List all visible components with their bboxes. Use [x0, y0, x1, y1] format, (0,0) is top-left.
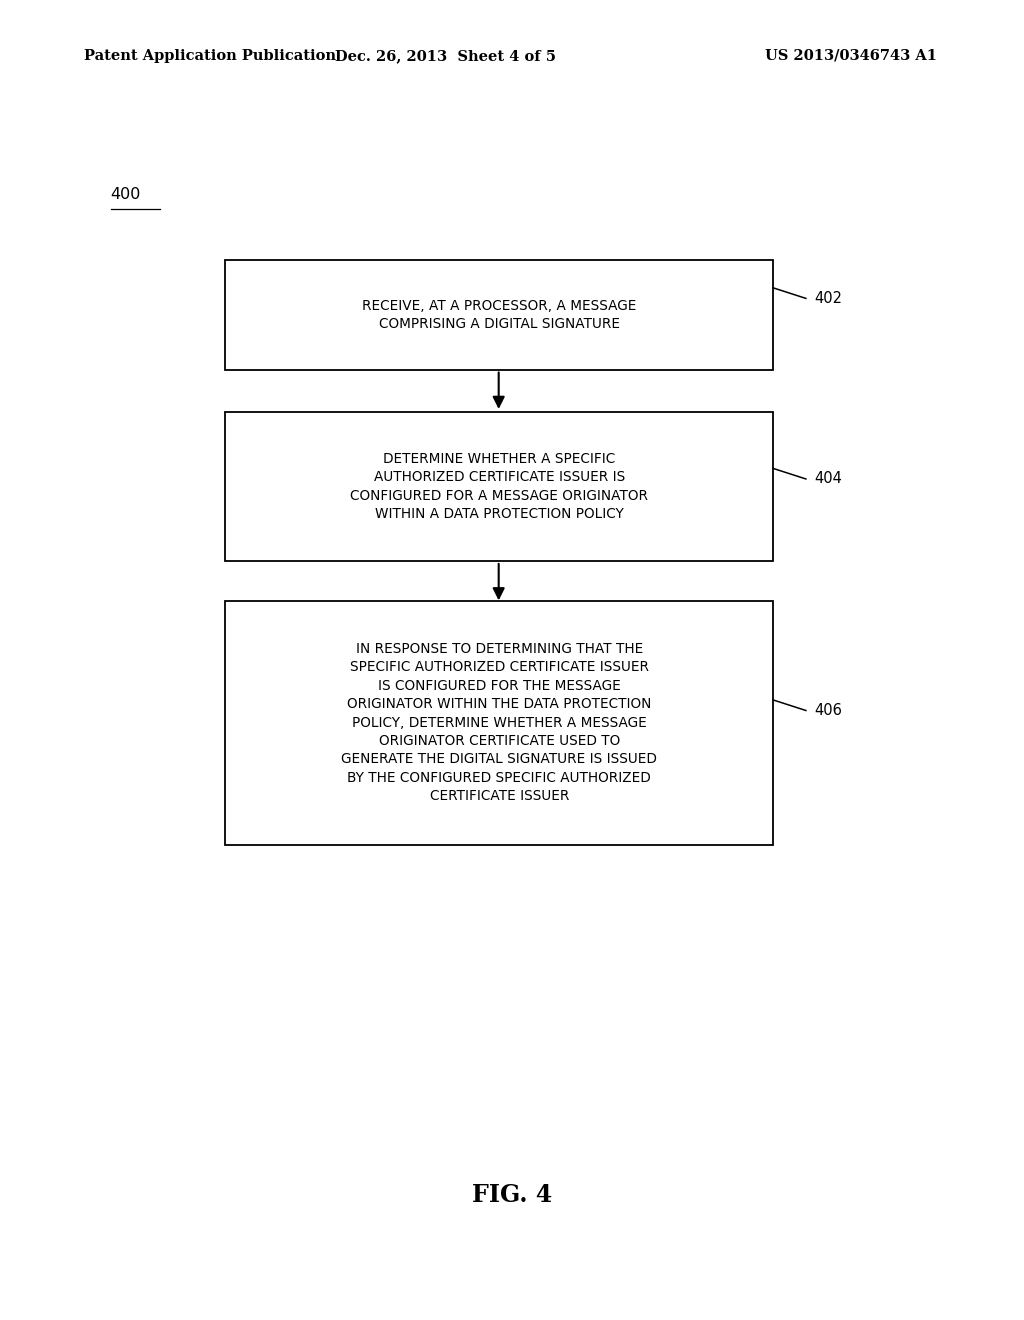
Text: 402: 402 — [814, 290, 842, 306]
Text: RECEIVE, AT A PROCESSOR, A MESSAGE
COMPRISING A DIGITAL SIGNATURE: RECEIVE, AT A PROCESSOR, A MESSAGE COMPR… — [362, 298, 636, 331]
Text: IN RESPONSE TO DETERMINING THAT THE
SPECIFIC AUTHORIZED CERTIFICATE ISSUER
IS CO: IN RESPONSE TO DETERMINING THAT THE SPEC… — [341, 642, 657, 804]
Text: DETERMINE WHETHER A SPECIFIC
AUTHORIZED CERTIFICATE ISSUER IS
CONFIGURED FOR A M: DETERMINE WHETHER A SPECIFIC AUTHORIZED … — [350, 451, 648, 521]
FancyBboxPatch shape — [225, 412, 773, 561]
Text: US 2013/0346743 A1: US 2013/0346743 A1 — [765, 49, 937, 63]
Text: 406: 406 — [814, 704, 842, 718]
Text: Patent Application Publication: Patent Application Publication — [84, 49, 336, 63]
Text: FIG. 4: FIG. 4 — [472, 1183, 552, 1206]
Text: 404: 404 — [814, 471, 842, 487]
FancyBboxPatch shape — [225, 601, 773, 845]
FancyBboxPatch shape — [225, 260, 773, 370]
Text: 400: 400 — [111, 187, 141, 202]
Text: Dec. 26, 2013  Sheet 4 of 5: Dec. 26, 2013 Sheet 4 of 5 — [335, 49, 556, 63]
